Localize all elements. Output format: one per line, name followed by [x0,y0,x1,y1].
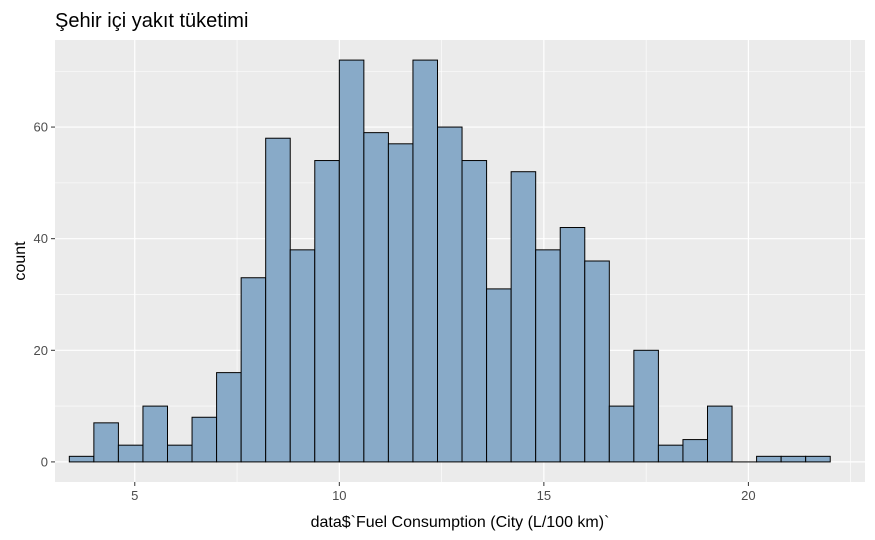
histogram-bar [510,171,537,463]
y-axis-title: count [12,241,29,281]
histogram-bar [363,132,389,463]
histogram-bar [167,444,193,463]
histogram-bar [608,405,635,463]
histogram-bar [216,372,242,463]
histogram-bar [93,422,119,463]
histogram-bar [633,349,659,463]
histogram-bar [387,143,414,463]
histogram-bar [584,260,610,463]
histogram-bar [265,137,291,463]
x-tick-label: 15 [537,488,551,503]
histogram-bar [535,249,561,463]
x-tick-label: 10 [332,488,346,503]
histogram-bar [461,160,488,463]
histogram-bar [240,277,267,463]
x-tick-label: 5 [131,488,138,503]
histogram-bar [191,416,218,463]
x-tick-label: 20 [741,488,755,503]
histogram-bar [805,455,831,463]
histogram-bar [780,455,807,463]
histogram-bar [486,288,512,463]
histogram-bar [117,444,144,463]
histogram-bar [314,160,340,463]
y-axis: 0 20 40 60 [34,120,55,469]
histogram-bar [437,126,463,463]
y-tick-label: 40 [34,231,48,246]
histogram-bar [559,227,586,463]
histogram-bar [289,249,316,463]
chart-title: Şehir içi yakıt tüketimi [55,10,248,32]
histogram-bar [707,405,733,463]
histogram-bars [68,59,831,463]
histogram-bar [657,444,684,463]
histogram-bar [682,439,708,463]
histogram-bar [412,59,439,463]
x-axis-title: data$`Fuel Consumption (City (L/100 km)` [311,514,610,531]
histogram-bar [142,405,168,463]
y-tick-label: 0 [41,454,48,469]
histogram-bar [68,455,95,463]
histogram-bar [338,59,365,463]
y-tick-label: 20 [34,343,48,358]
x-axis: 5 10 15 20 [131,482,756,503]
histogram-bar [756,455,782,463]
y-tick-label: 60 [34,120,48,135]
